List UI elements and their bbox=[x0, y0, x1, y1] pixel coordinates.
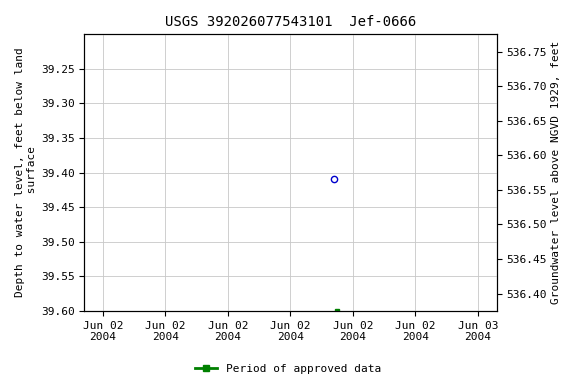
Title: USGS 392026077543101  Jef-0666: USGS 392026077543101 Jef-0666 bbox=[165, 15, 416, 29]
Legend: Period of approved data: Period of approved data bbox=[191, 359, 385, 379]
Y-axis label: Depth to water level, feet below land
 surface: Depth to water level, feet below land su… bbox=[15, 48, 37, 298]
Y-axis label: Groundwater level above NGVD 1929, feet: Groundwater level above NGVD 1929, feet bbox=[551, 41, 561, 304]
